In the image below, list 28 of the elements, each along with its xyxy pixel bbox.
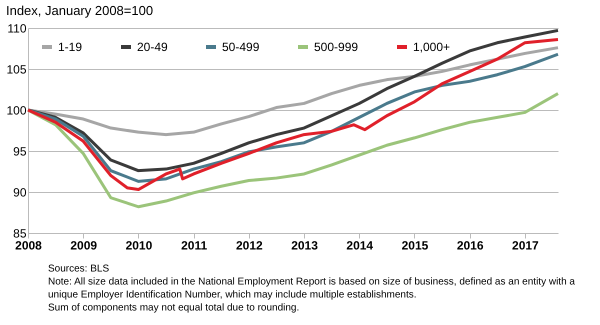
x-tick-label: 2011 (181, 238, 208, 252)
y-tick-label: 105 (6, 62, 27, 76)
legend-label: 20-49 (137, 40, 168, 54)
text: Sum of components may not equal total due to rounding. (48, 302, 300, 314)
chart-title: Index, January 2008=100 (6, 3, 154, 18)
x-tick-label: 2015 (402, 238, 429, 252)
x-tick-label: 2012 (236, 238, 264, 252)
legend-label: 500-999 (314, 40, 358, 54)
y-tick-label: 100 (6, 104, 27, 118)
line-series (26, 92, 560, 208)
text: unique Employer Identification Number, which may include multiple establishments. (48, 290, 417, 300)
x-tick-label: 2008 (15, 238, 42, 252)
x-tick-label: 2009 (70, 238, 98, 252)
legend-label: 1-19 (58, 40, 82, 54)
x-tick-label: 2014 (346, 238, 374, 252)
y-tick-label: 110 (7, 22, 27, 36)
x-tick-label: 2016 (456, 238, 484, 252)
x-tick-label: 2013 (291, 238, 318, 252)
y-tick-label: 85 (13, 226, 27, 240)
legend-label: 50-499 (222, 40, 260, 54)
y-tick-label: 95 (13, 144, 27, 158)
line-series (26, 38, 560, 192)
source-note: Sources: BLS (48, 264, 110, 274)
text: Note: All size data included in the National Employment Report is based on size of business, defined as an entity with a (48, 276, 576, 288)
x-tick-label: 2010 (126, 238, 153, 252)
legend-label: 1,000+ (413, 40, 450, 54)
y-tick-label: 90 (13, 186, 27, 200)
x-tick-label: 2017 (512, 238, 540, 252)
